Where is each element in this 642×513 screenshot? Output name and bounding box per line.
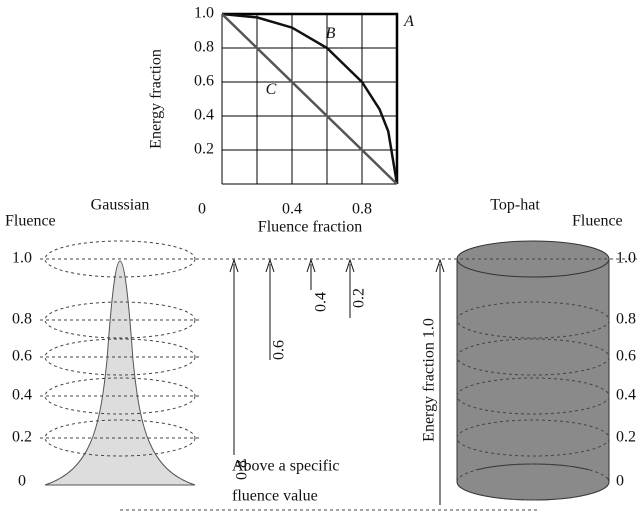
level-label: 1.0: [12, 250, 32, 267]
level-label: 0.6: [12, 348, 32, 365]
arrow-label: 0.8: [234, 460, 251, 480]
level-label: 0: [616, 473, 624, 490]
level-label: 0.4: [12, 387, 32, 404]
arrow-label: 0.6: [271, 340, 288, 360]
series-line: [222, 14, 397, 184]
y-axis-title: Energy fraction: [148, 49, 165, 149]
y-tick-label: 0.8: [194, 39, 214, 56]
diagram: Gaussian Top-hat Fluence Fluence Energy …: [5, 197, 640, 510]
tophat-fill: [458, 470, 608, 482]
level-label: 0.2: [12, 429, 32, 446]
level-label: 0.4: [616, 387, 636, 404]
y-tick-label: 0.4: [194, 107, 214, 124]
energy-label: Energy fraction 1.0: [421, 318, 438, 442]
left-axis: Fluence: [5, 213, 56, 230]
y-tick-label: 0.6: [194, 73, 214, 90]
level-label: 1.0: [616, 250, 636, 267]
x-tick-label: 0: [198, 201, 206, 218]
level-label: 0: [18, 473, 26, 490]
level-label: 0.8: [616, 311, 636, 328]
right-axis: Fluence: [572, 213, 623, 230]
caption: fluence value: [232, 488, 318, 505]
y-tick-label: 1.0: [194, 5, 214, 22]
x-axis-title: Fluence fraction: [258, 219, 362, 236]
x-tick-label: 0.8: [352, 201, 372, 218]
series-label: C: [266, 81, 277, 98]
x-tick-label: 0.4: [282, 201, 302, 218]
level-label: 0.8: [12, 311, 32, 328]
right-title: Top-hat: [490, 197, 540, 214]
series-label: A: [403, 13, 414, 30]
tophat-body: [457, 259, 609, 482]
gaussian-shape: [45, 261, 195, 485]
arrow-label: 0.2: [351, 288, 368, 308]
arrow-label: 0.4: [313, 292, 330, 312]
figure: Gaussian Top-hat Fluence Fluence Energy …: [0, 0, 642, 513]
series-label: B: [326, 25, 336, 42]
y-tick-label: 0.2: [194, 141, 214, 158]
level-label: 0.6: [616, 348, 636, 365]
left-title: Gaussian: [91, 197, 150, 214]
level-label: 0.2: [616, 429, 636, 446]
